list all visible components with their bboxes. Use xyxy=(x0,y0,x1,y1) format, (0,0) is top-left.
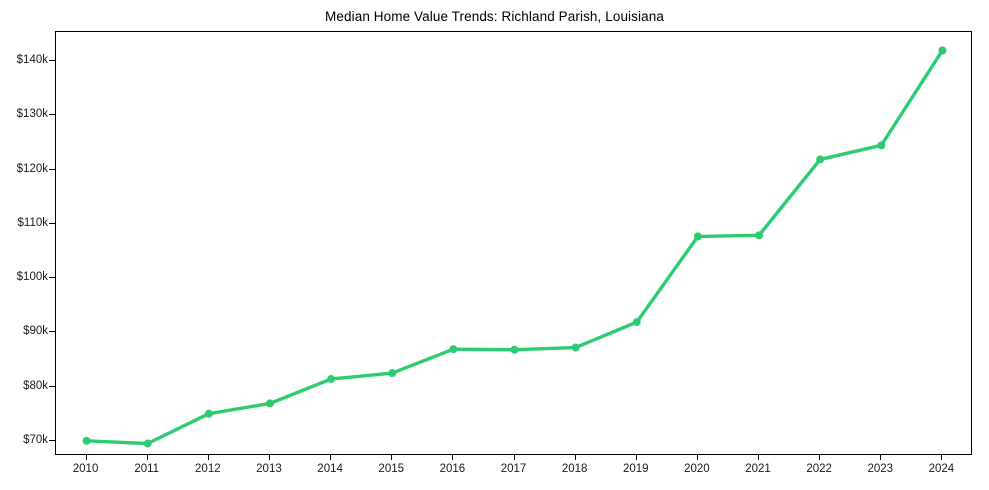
data-point xyxy=(938,46,947,55)
data-point xyxy=(510,345,519,354)
y-axis-tick-label: $130k xyxy=(16,108,48,121)
data-point xyxy=(449,345,458,354)
x-axis-tick-label: 2014 xyxy=(317,463,343,475)
line-chart-svg xyxy=(82,46,947,448)
chart-title: Median Home Value Trends: Richland Paris… xyxy=(325,9,664,24)
x-axis-tick-label: 2010 xyxy=(72,463,99,475)
y-axis-tick-label: $100k xyxy=(16,271,48,284)
x-axis-tick-label: 2021 xyxy=(745,463,771,475)
data-point xyxy=(327,375,336,384)
y-axis-labels: $70k $80k $90k $100k $110k $120k $130k $140k xyxy=(0,0,48,490)
data-point xyxy=(632,318,641,327)
x-axis-tick-label: 2020 xyxy=(684,463,710,475)
data-point xyxy=(143,439,152,448)
x-axis-tick-label: 2011 xyxy=(134,463,160,475)
y-axis-tick-label: $140k xyxy=(16,54,48,67)
data-point xyxy=(82,436,91,445)
data-point xyxy=(816,155,825,164)
x-axis-tick-label: 2022 xyxy=(806,463,832,475)
data-point xyxy=(388,369,397,378)
y-axis-tick-label: $70k xyxy=(23,433,48,446)
x-axis-tick-label: 2024 xyxy=(928,463,955,475)
x-axis-tick-label: 2019 xyxy=(622,463,649,475)
data-point xyxy=(571,343,580,352)
data-point xyxy=(265,399,274,408)
data-line-median-home-value xyxy=(84,48,945,446)
y-axis-tick-label: $120k xyxy=(16,162,48,175)
y-axis-tick-label: $80k xyxy=(23,379,48,392)
x-axis-tick-label: 2012 xyxy=(195,463,221,475)
data-point-markers xyxy=(82,46,947,448)
data-point xyxy=(755,231,764,240)
data-point xyxy=(204,409,213,418)
data-point xyxy=(877,141,886,150)
data-point xyxy=(693,232,702,241)
y-axis-tick-label: $110k xyxy=(17,216,48,229)
y-axis-tick-label: $90k xyxy=(23,325,48,338)
plot-area xyxy=(55,31,972,455)
x-axis-tick-label: 2018 xyxy=(561,463,588,475)
x-axis-tick-label: 2016 xyxy=(439,463,466,475)
x-axis-tick-label: 2015 xyxy=(378,463,405,475)
x-axis-tick-label: 2023 xyxy=(867,463,894,475)
x-axis-tick-label: 2013 xyxy=(256,463,282,475)
x-axis-tick-label: 2017 xyxy=(500,463,527,475)
